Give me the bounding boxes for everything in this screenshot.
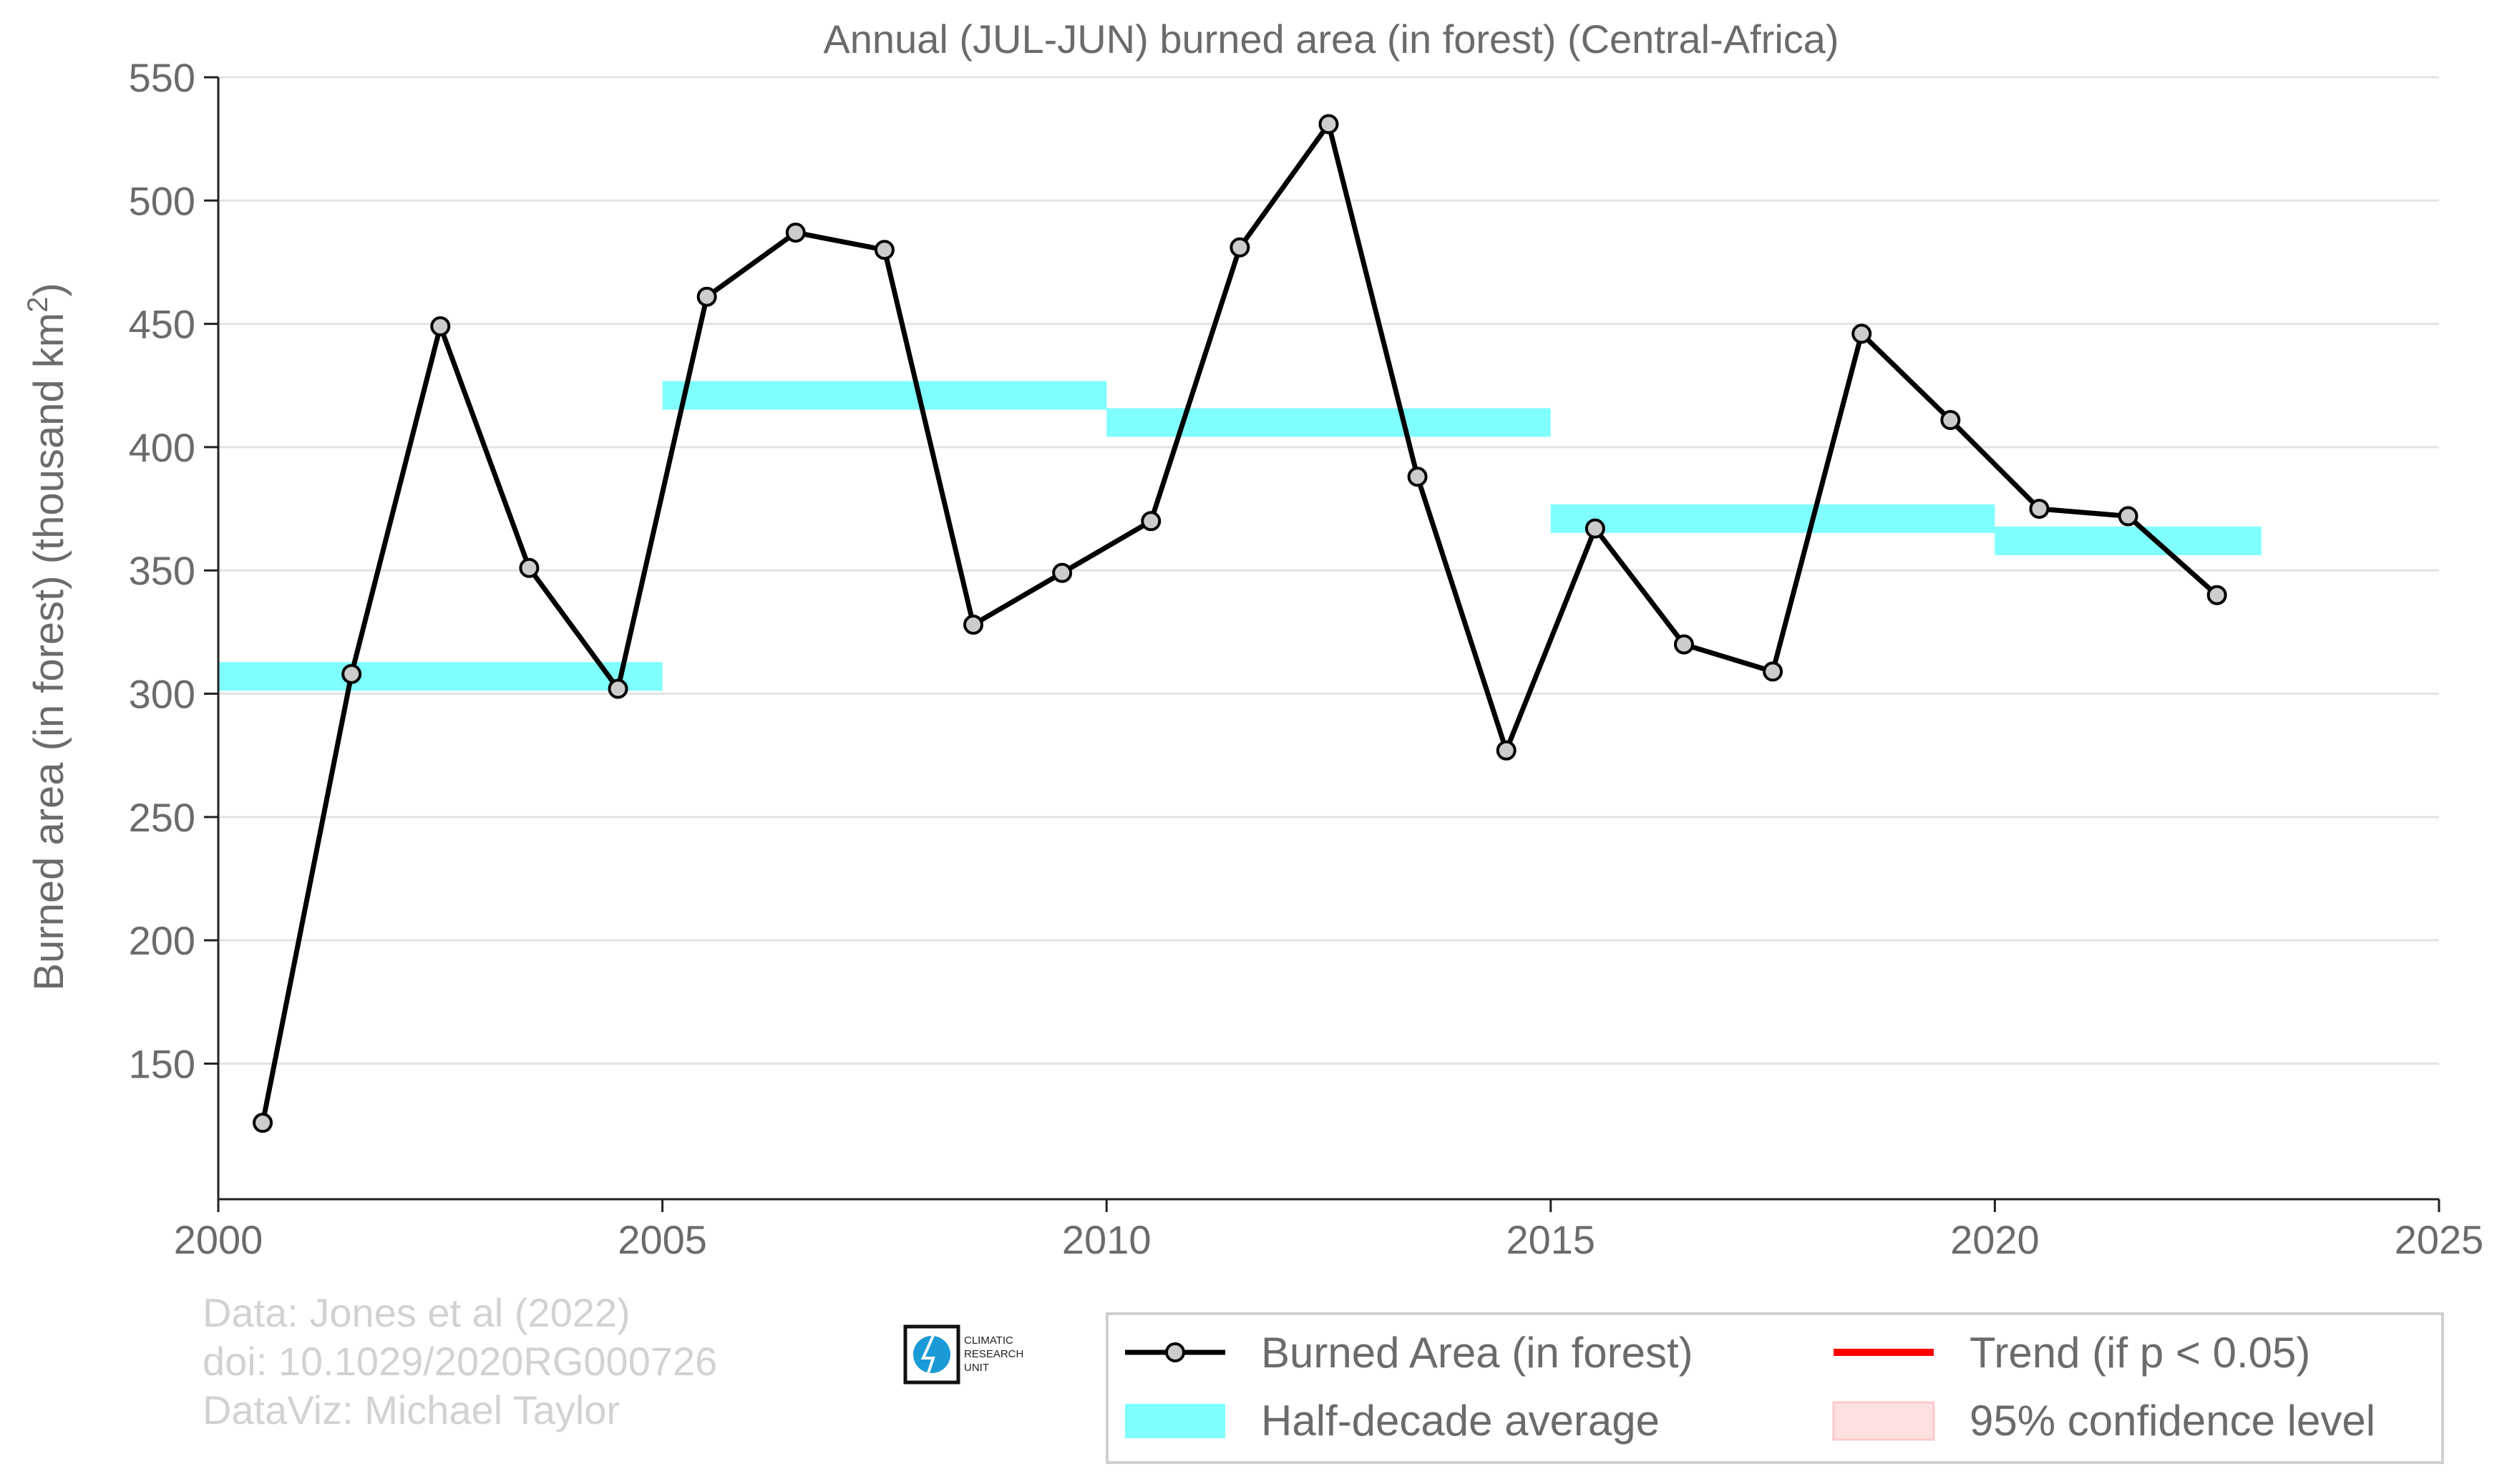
data-point-2016 xyxy=(1673,634,1694,655)
x-tick-label-2025: 2025 xyxy=(2395,1217,2484,1262)
legend: Burned Area (in forest) Half-decade aver… xyxy=(1106,1312,2444,1464)
data-credits: Data: Jones et al (2022) doi: 10.1029/20… xyxy=(203,1290,717,1432)
cru-logo-line2: RESEARCH xyxy=(964,1348,1023,1360)
cru-logo-line1: CLIMATIC xyxy=(964,1334,1013,1347)
grid-lines xyxy=(218,76,2439,1065)
y-tick-label-300: 300 xyxy=(129,672,195,717)
y-tick-label-450: 450 xyxy=(129,302,195,347)
data-point-2002 xyxy=(430,316,451,337)
data-point-2007 xyxy=(874,240,895,260)
half-decade-bar-2 xyxy=(662,381,1107,410)
cru-logo: CLIMATIC RESEARCH UNIT xyxy=(903,1324,1023,1385)
data-point-2011 xyxy=(1230,237,1250,258)
half-decade-bars xyxy=(218,381,2262,691)
legend-box xyxy=(1106,1312,2444,1464)
legend-label-confidence: 95% confidence level xyxy=(1970,1397,2375,1445)
data-point-2020 xyxy=(2029,499,2050,519)
data-point-2018 xyxy=(1851,323,1872,344)
x-tick-label-2010: 2010 xyxy=(1062,1217,1152,1262)
burned-area-series xyxy=(253,114,2227,1133)
data-point-2004 xyxy=(608,678,628,699)
credit-doi: doi: 10.1029/2020RG000726 xyxy=(203,1339,717,1384)
y-tick-label-250: 250 xyxy=(129,795,195,840)
cru-logo-frame xyxy=(903,1324,960,1385)
half-decade-bar-1 xyxy=(218,662,663,691)
y-axis-label: Burned area (in forest) (thousand km2) xyxy=(22,283,72,990)
data-point-2012 xyxy=(1318,114,1339,135)
data-point-2001 xyxy=(341,663,362,684)
data-point-2003 xyxy=(519,557,540,578)
half-decade-bar-5 xyxy=(1995,526,2262,555)
data-point-2017 xyxy=(1763,661,1783,682)
x-tick-label-2000: 2000 xyxy=(174,1217,263,1262)
y-tick-label-500: 500 xyxy=(129,178,195,223)
credit-dataviz: DataViz: Michael Taylor xyxy=(203,1387,620,1432)
data-point-2019 xyxy=(1940,410,1961,431)
cru-lightning-icon xyxy=(920,1332,936,1380)
data-point-2013 xyxy=(1407,467,1428,487)
y-tick-label-550: 550 xyxy=(129,55,195,100)
y-tick-label-150: 150 xyxy=(129,1041,195,1086)
axes xyxy=(204,76,2440,1212)
x-tick-label-2005: 2005 xyxy=(618,1217,707,1262)
data-point-2022 xyxy=(2206,585,2227,605)
x-tick-label-2015: 2015 xyxy=(1506,1217,1596,1262)
half-decade-bar-4 xyxy=(1550,504,1995,533)
tick-labels: 150 200 250 300 350 400 450 500 550 2000 2005 2010 2… xyxy=(129,55,2484,1262)
data-point-2006 xyxy=(785,223,806,243)
half-decade-bar-3 xyxy=(1106,408,1551,437)
burned-area-line xyxy=(260,122,2219,1123)
data-point-2021 xyxy=(2118,506,2138,527)
data-point-2008 xyxy=(963,615,984,635)
data-point-2014 xyxy=(1496,740,1517,761)
y-tick-label-400: 400 xyxy=(129,425,195,470)
chart-title: Annual (JUL-JUN) burned area (in forest)… xyxy=(823,16,1839,62)
legend-marker-burned-area xyxy=(1165,1342,1185,1362)
data-point-2015 xyxy=(1584,518,1605,539)
cru-globe-icon xyxy=(913,1336,950,1373)
legend-swatch-half-decade xyxy=(1125,1404,1225,1438)
y-tick-label-200: 200 xyxy=(129,918,195,963)
y-axis-label-main: Burned area (in forest) (thousand km xyxy=(26,313,72,991)
y-axis-label-end: ) xyxy=(26,283,72,296)
x-tick-label-2020: 2020 xyxy=(1950,1217,2040,1262)
y-tick-label-350: 350 xyxy=(129,548,195,593)
y-axis-label-superscript: 2 xyxy=(22,297,54,313)
legend-swatch-confidence xyxy=(1832,1401,1935,1441)
legend-label-trend: Trend (if p < 0.05) xyxy=(1970,1329,2310,1377)
data-point-2009 xyxy=(1052,562,1073,583)
legend-label-burned-area: Burned Area (in forest) xyxy=(1261,1329,1693,1377)
data-point-2000 xyxy=(253,1113,273,1133)
data-point-2010 xyxy=(1141,511,1162,532)
credit-data-source: Data: Jones et al (2022) xyxy=(203,1290,631,1335)
cru-logo-line3: UNIT xyxy=(964,1362,989,1374)
data-point-2005 xyxy=(696,286,717,307)
legend-label-half-decade: Half-decade average xyxy=(1261,1397,1660,1445)
